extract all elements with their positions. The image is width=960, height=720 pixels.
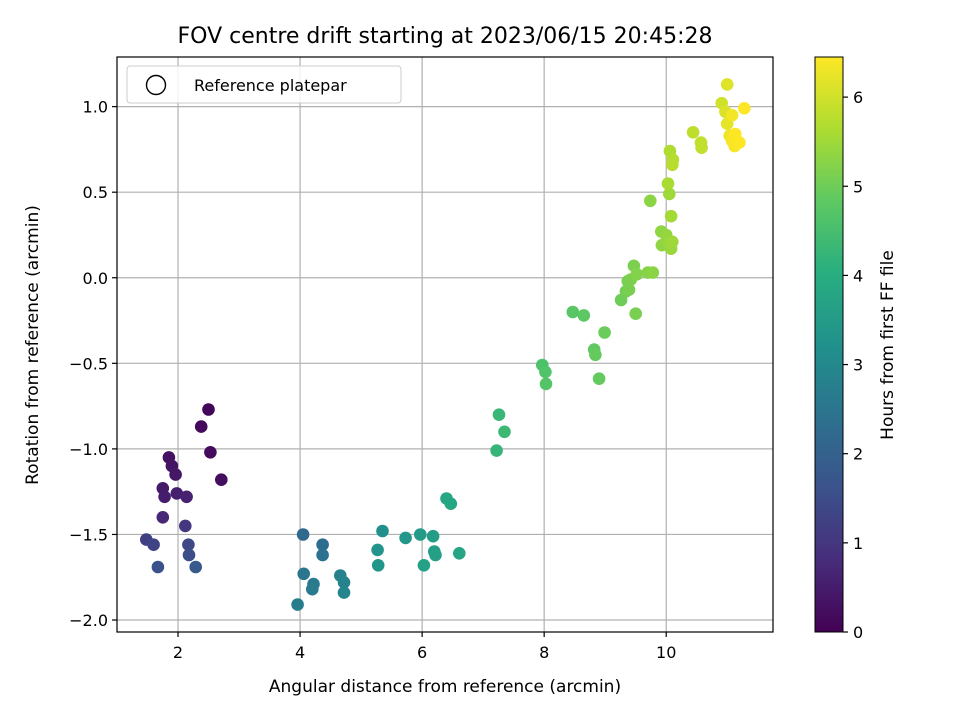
scatter-point: [629, 307, 642, 321]
scatter-point: [444, 497, 458, 511]
scatter-point: [720, 78, 734, 91]
colorbar-tick-label: 4: [853, 266, 863, 285]
scatter-point: [147, 538, 160, 551]
y-tick-label: −2.0: [69, 611, 108, 630]
scatter-point: [695, 141, 708, 154]
colorbar-label: Hours from first FF file: [878, 250, 898, 440]
legend-box: [126, 65, 402, 104]
scatter-point: [453, 547, 466, 560]
scatter-point: [738, 102, 751, 115]
scatter-point: [498, 425, 511, 439]
y-tick-label: 1.0: [83, 98, 108, 117]
colorbar-tick-label: 1: [853, 534, 863, 553]
scatter-point: [316, 548, 329, 562]
y-tick-label: −0.5: [69, 354, 108, 373]
scatter-point: [194, 420, 208, 433]
scatter-point: [644, 194, 657, 208]
plot-frame: [116, 56, 774, 633]
y-axis: −2.0 −1.5 −1.0 −0.5 0.0 0.5 1.0: [69, 98, 117, 630]
scatter-point: [646, 266, 660, 279]
scatter-point: [202, 403, 215, 416]
scatter-point: [297, 567, 311, 581]
scatter-point: [316, 538, 329, 551]
scatter-point: [666, 158, 679, 172]
colorbar-gradient: [814, 56, 844, 633]
scatter-point: [414, 528, 427, 541]
scatter-point: [371, 559, 385, 572]
colorbar-tick-label: 6: [853, 88, 863, 107]
x-tick-label: 2: [173, 643, 183, 662]
scatter-point: [592, 372, 606, 386]
y-tick-label: 0.5: [83, 183, 108, 202]
colorbar: 0 1 2 3 4 5 6 Hours from first FF file: [814, 56, 898, 642]
y-axis-label: Rotation from reference (arcmin): [23, 205, 43, 485]
legend: Reference platepar: [126, 65, 402, 104]
x-tick-label: 8: [539, 643, 549, 662]
colorbar-ticks: 0 1 2 3 4 5 6: [843, 88, 863, 642]
scatter-point: [733, 136, 746, 149]
scatter-point: [156, 511, 170, 524]
scatter-point: [151, 560, 165, 574]
scatter-point: [598, 326, 611, 339]
scatter-point: [306, 582, 319, 596]
scatter-point: [371, 543, 384, 557]
y-tick-label: −1.0: [69, 440, 108, 459]
x-axis-label: Angular distance from reference (arcmin): [269, 677, 621, 697]
scatter-point: [169, 468, 182, 481]
y-tick-label: 0.0: [83, 269, 108, 288]
x-tick-label: 4: [295, 643, 305, 662]
scatter-point: [182, 538, 195, 551]
colorbar-tick-label: 3: [853, 356, 863, 375]
chart-title: FOV centre drift starting at 2023/06/15 …: [178, 24, 713, 49]
scatter-point: [399, 531, 412, 545]
scatter-point: [577, 309, 591, 322]
y-tick-label: −1.5: [69, 525, 108, 544]
legend-marker-open-circle: [145, 74, 167, 96]
scatter-point: [189, 560, 202, 574]
colorbar-tick-label: 2: [853, 445, 863, 464]
x-axis: 2 4 6 8 10: [173, 632, 676, 662]
scatter-point: [630, 268, 644, 281]
scatter-point: [337, 586, 351, 599]
scatter-point: [661, 177, 675, 190]
grid: [117, 57, 773, 632]
colorbar-tick-label: 5: [853, 177, 863, 196]
scatter-point: [296, 528, 310, 541]
scatter-point: [179, 519, 192, 533]
scatter-point: [180, 490, 193, 504]
colorbar-tick-label: 0: [853, 623, 863, 642]
scatter-point: [664, 209, 678, 223]
scatter-point: [337, 576, 351, 589]
scatter-point: [566, 305, 580, 319]
scatter-point: [376, 524, 389, 538]
scatter-point: [686, 126, 700, 139]
scatter-point: [215, 473, 228, 487]
scatter-point: [539, 365, 552, 379]
scatter-point: [725, 108, 739, 122]
scatter-point: [417, 559, 431, 572]
scatter-point: [622, 283, 636, 297]
scatter-point: [490, 444, 503, 457]
scatter-point: [291, 598, 304, 611]
scatter-point: [170, 487, 184, 500]
scatter-point: [663, 187, 676, 201]
scatter-point: [204, 446, 217, 459]
x-tick-label: 6: [417, 643, 427, 662]
scatter-point: [589, 348, 602, 362]
x-tick-label: 10: [656, 643, 676, 662]
legend-label: Reference platepar: [194, 76, 347, 95]
scatter-point: [539, 377, 553, 391]
scatter-point: [492, 408, 506, 422]
scatter-points: [140, 78, 751, 611]
scatter-point: [429, 548, 442, 562]
scatter-point: [182, 548, 196, 562]
scatter-point: [426, 529, 440, 543]
scatter-point: [158, 490, 171, 504]
scatter-point: [666, 235, 679, 249]
